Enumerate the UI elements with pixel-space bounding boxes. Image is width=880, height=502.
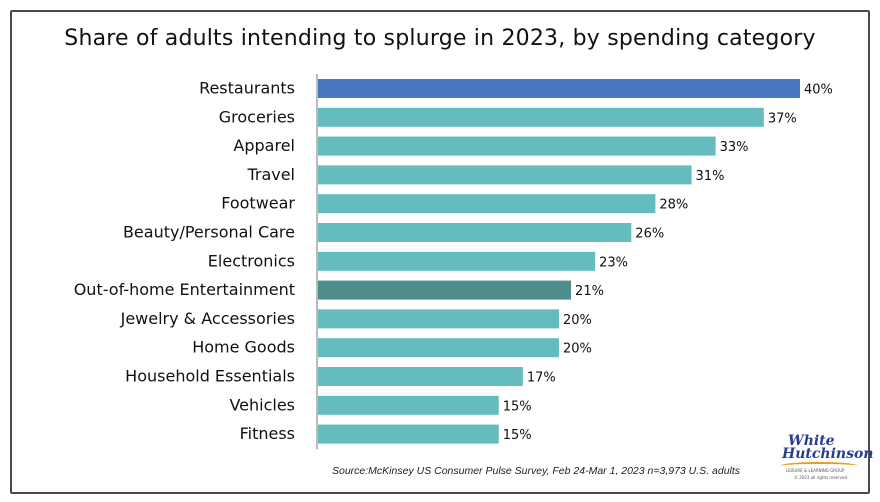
category-label: Beauty/Personal Care bbox=[123, 223, 295, 242]
bar-restaurants bbox=[318, 79, 800, 98]
category-label: Vehicles bbox=[229, 395, 295, 414]
category-label: Footwear bbox=[221, 194, 295, 213]
category-label: Travel bbox=[246, 165, 295, 184]
value-label: 28% bbox=[659, 198, 688, 213]
category-label: Home Goods bbox=[192, 338, 295, 357]
bar-chart: Restaurants 40% Groceries 37% Apparel 33% Trav… bbox=[74, 74, 833, 450]
bar-fitness bbox=[318, 424, 499, 444]
category-label: Fitness bbox=[240, 424, 295, 443]
value-label: 37% bbox=[768, 111, 797, 126]
value-label: 40% bbox=[804, 83, 833, 98]
value-label: 17% bbox=[527, 371, 556, 386]
category-label: Jewelry & Accessories bbox=[120, 309, 295, 328]
category-label: Groceries bbox=[219, 107, 295, 126]
bar-out-of-home-entertainment bbox=[318, 280, 572, 300]
value-label: 20% bbox=[563, 313, 592, 328]
bar-beauty-personal-care bbox=[318, 223, 632, 242]
chart-frame: Share of adults intending to splurge in … bbox=[10, 10, 873, 494]
bar-electronics bbox=[318, 251, 596, 271]
category-label: Electronics bbox=[208, 251, 295, 270]
category-label: Out-of-home Entertainment bbox=[74, 280, 295, 299]
value-label: 21% bbox=[575, 284, 604, 299]
category-label: Household Essentials bbox=[125, 367, 295, 386]
value-label: 15% bbox=[503, 399, 532, 414]
bar-travel bbox=[318, 165, 692, 185]
bar-footwear bbox=[318, 194, 656, 214]
logo-text-white: White bbox=[788, 433, 835, 449]
value-label: 31% bbox=[696, 169, 725, 184]
value-label: 23% bbox=[599, 255, 628, 270]
bar-home-goods bbox=[318, 338, 559, 358]
logo-copyright: © 2023 all rights reserved bbox=[794, 475, 847, 480]
category-label: Apparel bbox=[233, 136, 295, 155]
category-label: Restaurants bbox=[199, 79, 295, 98]
bar-groceries bbox=[318, 107, 764, 127]
bar-jewelry-accessories bbox=[318, 309, 559, 329]
value-label: 20% bbox=[563, 342, 592, 357]
brand-logo: White Hutchinson LEISURE & LEARNING GROU… bbox=[780, 432, 873, 484]
logo-tagline: LEISURE & LEARNING GROUP bbox=[786, 468, 845, 473]
bar-vehicles bbox=[318, 395, 499, 415]
source-note: Source:McKinsey US Consumer Pulse Survey… bbox=[332, 465, 741, 477]
value-label: 15% bbox=[503, 428, 532, 443]
logo-swoosh-icon bbox=[780, 462, 858, 470]
logo-text-hutchinson: Hutchinson bbox=[782, 446, 874, 462]
chart-title: Share of adults intending to splurge in … bbox=[64, 26, 816, 51]
value-label: 26% bbox=[635, 227, 664, 242]
value-label: 33% bbox=[720, 140, 749, 155]
bar-apparel bbox=[318, 136, 716, 156]
bar-household-essentials bbox=[318, 367, 523, 386]
